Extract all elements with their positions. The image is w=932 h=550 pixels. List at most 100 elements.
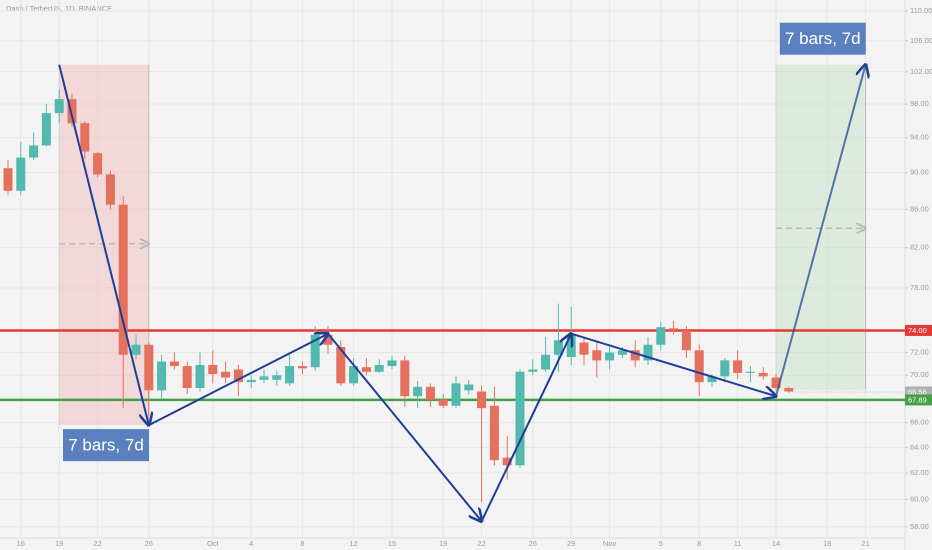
candle-body [41,113,51,146]
candle-body [221,371,231,378]
candle-body [54,99,64,114]
candle-body [733,360,743,373]
candle-body [438,399,448,406]
candle-body [489,405,499,461]
y-tick-label: 58.00 [910,522,929,531]
candle-body [579,342,589,355]
candle-body [29,145,39,158]
candle-body [771,377,781,388]
range-label: 7 bars, 7d [785,29,861,48]
range-label-box [779,22,866,55]
candle-body [669,328,679,331]
candle-body [720,360,730,377]
candle-body [784,387,794,392]
candle-body [285,366,295,384]
candle-body [16,157,26,191]
price-label-box [905,324,932,336]
y-tick-label: 102.00 [910,67,932,76]
y-tick-label: 110.00 [910,6,932,15]
x-tick-label: 22 [477,539,485,548]
y-tick-label: 62.00 [910,468,929,477]
price-label: 67.89 [908,395,927,404]
x-tick-label: 21 [861,539,869,548]
candle-body [656,327,666,345]
candle-body [413,386,423,397]
range-label-box [63,429,149,462]
candle-body [336,346,346,384]
candle-body [592,350,602,361]
candle-body [464,384,474,391]
candle-body [144,344,154,391]
candle-body [400,360,410,397]
candle-body [643,344,653,361]
candle-body [93,153,103,175]
x-tick-label: 4 [249,539,253,548]
trend-arrow [58,64,149,425]
x-tick-label: 12 [349,539,357,548]
trend-arrow [570,332,776,397]
x-tick-label: 19 [439,539,447,548]
price-label: 74.00 [908,326,927,335]
x-tick-label: 18 [823,539,831,548]
x-tick-label: 14 [772,539,780,548]
candle-body [605,352,615,361]
candle-body [374,364,384,372]
candle-body [105,174,115,205]
x-tick-label: 29 [567,539,575,548]
x-tick-label: 26 [145,539,153,548]
candle-body [297,366,307,369]
candle-body [387,360,397,367]
candle-body [451,383,461,406]
price-label-box [905,394,932,406]
y-tick-label: 78.00 [910,283,929,292]
x-tick-label: 8 [697,539,701,548]
y-tick-label: 60.00 [910,494,929,503]
x-tick-label: 5 [659,539,663,548]
y-tick-label: 66.00 [910,418,929,427]
candle-body [707,376,717,383]
candle-body [477,391,487,409]
last-price-label: 68.56 [908,387,927,396]
candle-body [131,344,141,355]
candle-body [182,366,192,388]
y-tick-label: 94.00 [910,133,929,142]
x-tick-label: 22 [93,539,101,548]
candle-body [169,361,179,367]
trend-arrow [775,65,866,397]
candle-body [233,369,243,383]
candle-body [67,99,77,124]
x-tick-label: Oct [207,539,220,548]
candle-body [195,364,205,388]
candle-body [80,123,90,152]
x-tick-label: 8 [300,539,304,548]
candle-body [617,350,627,355]
x-tick-label: 19 [55,539,63,548]
y-tick-label: 72.00 [910,348,929,357]
candle-body [681,330,691,351]
candle-body [157,361,167,391]
candle-body [528,369,538,372]
y-tick-label: 98.00 [910,99,929,108]
trend-arrow [148,334,328,426]
candle-body [361,367,371,372]
trend-arrow [480,334,572,522]
trend-arrow [327,333,482,522]
y-tick-label: 106.00 [910,36,932,45]
x-tick-label: 15 [388,539,396,548]
y-tick-label: 82.00 [910,243,929,252]
y-tick-label: 64.00 [910,442,929,451]
y-tick-label: 86.00 [910,204,929,213]
range-label: 7 bars, 7d [68,436,144,455]
candle-body [515,371,525,466]
x-tick-label: 16 [17,539,25,548]
candle-body [259,376,269,380]
candle-body [630,350,640,361]
candle-body [118,204,128,355]
candle-body [310,334,320,368]
candle-body [425,386,435,400]
x-tick-label: 11 [734,539,742,548]
candle-body [272,375,282,380]
y-tick-label: 90.00 [910,168,929,177]
